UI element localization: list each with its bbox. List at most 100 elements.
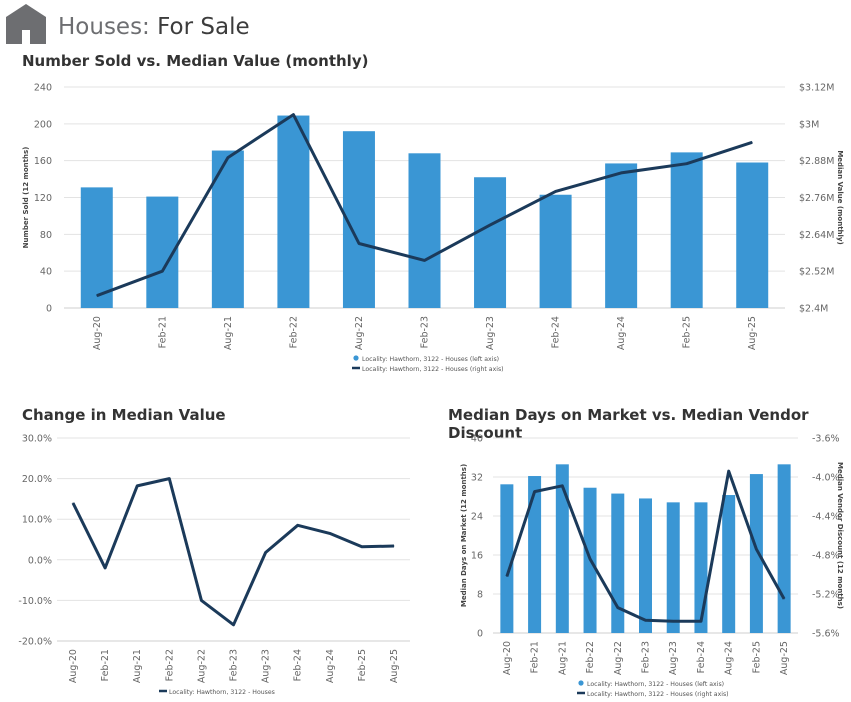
c1-y-left-tick: -10.0%	[18, 596, 52, 607]
c0-y-right-tick: $2.76M	[799, 193, 834, 204]
c0-bar	[539, 194, 572, 308]
c0-line-point	[292, 114, 294, 116]
c1-series-line	[71, 477, 395, 627]
c2-y-left-tick: 16	[471, 551, 483, 562]
c1-y-left-tick: 0.0%	[28, 555, 52, 566]
c0-bar	[146, 196, 179, 308]
c0-y-left-tick: 200	[34, 119, 52, 130]
c1-x-tick: Aug-22	[196, 649, 207, 683]
page-title: Houses: For Sale	[58, 14, 250, 40]
c2-line-point	[561, 485, 563, 487]
c2-line-point	[783, 598, 785, 600]
chart3-title: Median Days on Market vs. Median Vendor …	[448, 406, 809, 442]
c0-line-point	[358, 243, 360, 245]
c2-line-point	[506, 575, 508, 577]
c1-line-point	[168, 478, 170, 480]
c2-bar	[666, 502, 680, 633]
c2-x-tick: Aug-24	[724, 641, 735, 675]
c1-x-tick: Aug-20	[68, 649, 79, 683]
c2-y-right-tick: -5.2%	[812, 590, 840, 601]
c2-bar	[528, 476, 542, 633]
c2-y-right-tick: -4.8%	[812, 551, 840, 562]
c1-line-point	[265, 551, 267, 553]
c0-x-tick: Feb-23	[420, 316, 431, 348]
c0-line-point	[555, 190, 557, 192]
c2-x-tick: Feb-24	[696, 641, 707, 673]
c1-line-point	[329, 532, 331, 534]
c0-line-point	[620, 172, 622, 174]
c0-y-left-tick: 40	[40, 267, 52, 278]
c1-y-left-tick: 30.0%	[22, 434, 52, 445]
c0-bar	[670, 152, 703, 308]
c2-x-tick: Feb-25	[751, 641, 762, 673]
c1-y-left-tick: 20.0%	[22, 474, 52, 485]
c2-legend-label: Locality: Hawthorn, 3122 - Houses (right…	[587, 691, 729, 698]
c2-bar	[722, 495, 736, 633]
c1-x-tick: Feb-23	[229, 649, 240, 681]
c0-bar	[474, 177, 507, 308]
c0-y-right-tick: $3M	[799, 119, 819, 130]
c2-bar	[611, 493, 625, 633]
c0-x-tick: Feb-22	[288, 316, 299, 348]
c0-x-tick: Feb-24	[551, 316, 562, 348]
c2-bar	[777, 464, 791, 633]
c0-bar	[277, 115, 310, 308]
c1-line-point	[104, 567, 106, 569]
page-title-suffix: For Sale	[157, 14, 250, 40]
c0-y-right-label: Median Value (monthly)	[836, 150, 844, 244]
c0-line-point	[686, 163, 688, 165]
c0-bar	[408, 153, 441, 308]
c0-series-line	[96, 113, 753, 298]
c2-x-tick: Aug-21	[557, 641, 568, 675]
c2-y-right-tick: -5.6%	[812, 629, 840, 640]
chart2-title: Change in Median Value	[22, 406, 226, 424]
c0-line-point	[227, 157, 229, 159]
c1-x-tick: Aug-21	[132, 649, 143, 683]
c2-line-point	[728, 470, 730, 472]
c2-bar	[500, 484, 514, 633]
c0-y-right-tick: $3.12M	[799, 83, 834, 94]
c2-x-tick: Feb-22	[585, 641, 596, 673]
c2-legend-marker-bar	[578, 680, 584, 686]
chart1-title: Number Sold vs. Median Value (monthly)	[22, 52, 369, 70]
c1-legend-label: Locality: Hawthorn, 3122 - Houses	[169, 689, 275, 696]
c2-bar	[555, 464, 569, 633]
house-icon	[6, 4, 46, 44]
c1-line-point	[136, 485, 138, 487]
c2-series-line	[505, 469, 786, 623]
c0-line-point	[424, 259, 425, 261]
c2-x-tick: Aug-22	[613, 641, 624, 675]
c0-line-point	[751, 141, 753, 143]
c1-line-point	[233, 624, 234, 626]
c1-line-point	[200, 599, 202, 601]
c0-y-left-tick: 0	[46, 304, 52, 315]
c0-legend-label: Locality: Hawthorn, 3122 - Houses (left …	[362, 356, 499, 363]
c0-y-right-tick: $2.88M	[799, 156, 834, 167]
c0-bar	[211, 150, 244, 308]
c1-line-point	[393, 545, 395, 547]
c1-x-tick: Feb-25	[357, 649, 368, 681]
c0-x-tick: Aug-20	[92, 316, 103, 350]
c2-y-left-tick: 32	[471, 473, 483, 484]
c0-y-right-tick: $2.52M	[799, 267, 834, 278]
c2-y-left-tick: 8	[477, 590, 483, 601]
c1-x-tick: Aug-23	[261, 649, 272, 683]
c0-y-left-tick: 120	[34, 193, 52, 204]
c1-x-tick: Feb-24	[293, 649, 304, 681]
c1-line-point	[297, 524, 299, 526]
c2-y-left-label: Median Days on Market (12 months)	[460, 464, 468, 607]
c2-bar	[639, 498, 652, 633]
c0-line-point	[161, 270, 163, 272]
c1-y-left-tick: 10.0%	[22, 515, 52, 526]
c2-y-right-tick: -4.4%	[812, 512, 840, 523]
c1-y-left-tick: -20.0%	[18, 637, 52, 648]
c2-x-tick: Aug-23	[668, 641, 679, 675]
c2-x-tick: Aug-20	[502, 641, 513, 675]
c0-bar	[80, 187, 113, 308]
c1-x-tick: Aug-24	[325, 649, 336, 683]
c1-x-tick: Aug-25	[389, 649, 400, 683]
c0-bar	[605, 163, 638, 308]
c0-legend-marker-bar	[353, 355, 359, 361]
page-title-prefix: Houses:	[58, 14, 150, 40]
